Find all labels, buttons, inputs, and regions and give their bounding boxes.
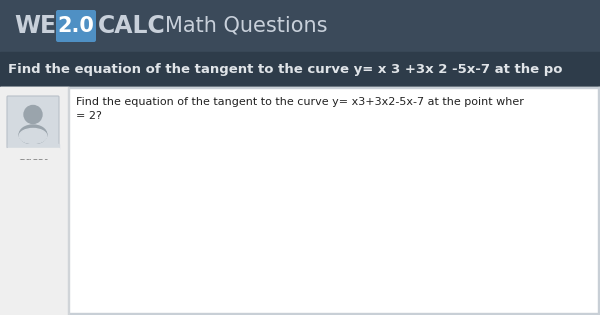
Text: WEB: WEB <box>14 14 74 38</box>
Ellipse shape <box>19 129 47 144</box>
Text: = 2?: = 2? <box>76 111 102 121</box>
Bar <box>8 144 59 149</box>
Text: Find the equation of the tangent to the curve y= x 3 +3x 2 -5x-7 at the po: Find the equation of the tangent to the … <box>8 63 563 76</box>
Text: Guest: Guest <box>17 152 49 162</box>
FancyBboxPatch shape <box>7 96 59 148</box>
Bar <box>68 87 69 315</box>
Text: Find the equation of the tangent to the curve y= x3+3x2-5x-7 at the point wher: Find the equation of the tangent to the … <box>76 97 524 107</box>
Text: CALC: CALC <box>98 14 166 38</box>
Bar <box>7 148 59 158</box>
Bar <box>0 87 600 88</box>
Bar <box>598 87 600 315</box>
Bar <box>0 52 600 87</box>
Circle shape <box>24 106 42 123</box>
Ellipse shape <box>19 125 47 144</box>
Ellipse shape <box>19 127 47 144</box>
FancyBboxPatch shape <box>56 10 96 42</box>
Text: Math Questions: Math Questions <box>165 16 328 36</box>
Bar <box>0 87 600 315</box>
Text: 2.0: 2.0 <box>58 16 94 36</box>
Bar <box>0 313 600 315</box>
Bar <box>0 0 600 52</box>
Bar <box>0 87 68 315</box>
